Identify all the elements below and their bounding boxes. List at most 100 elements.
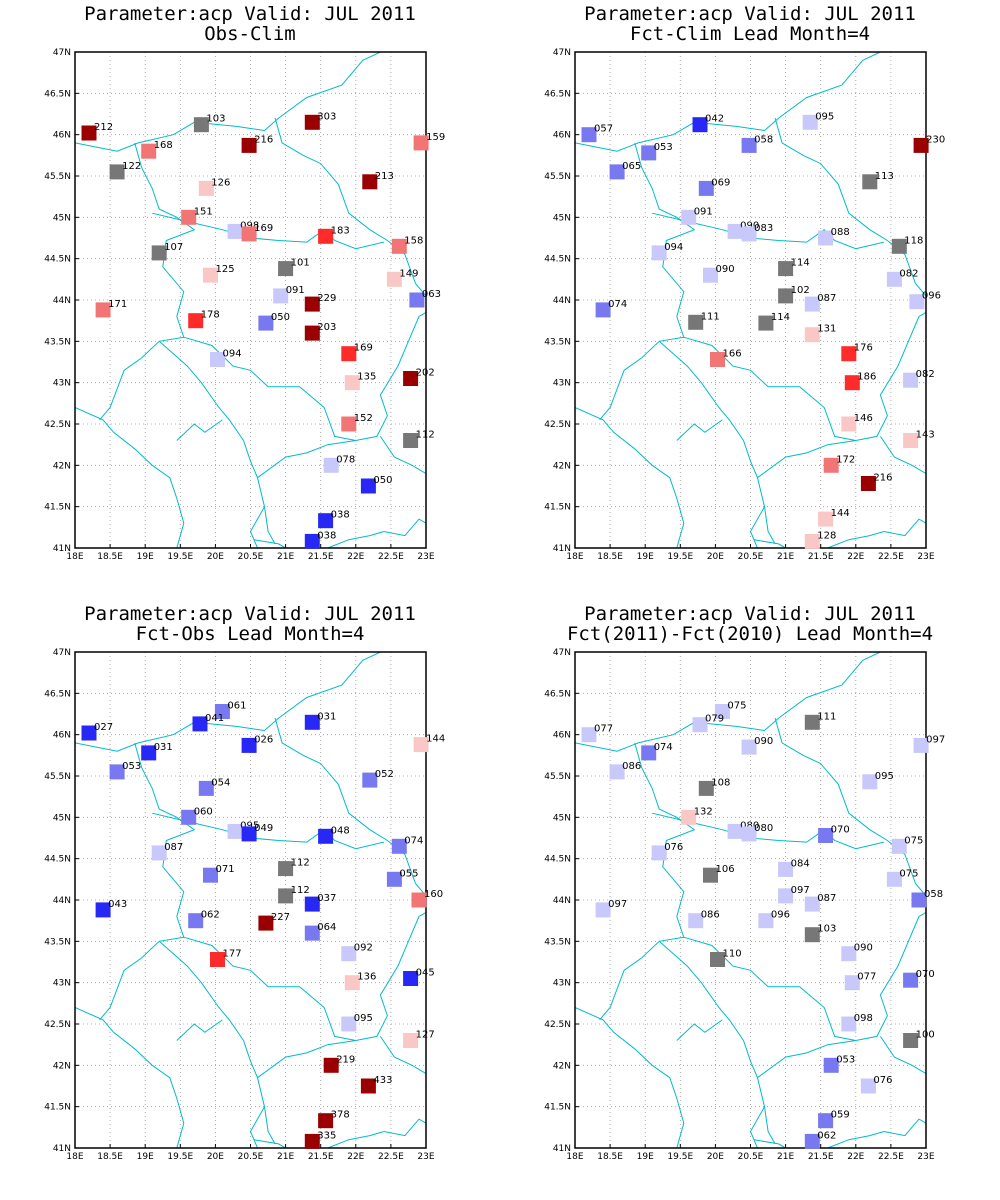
coastlines [75, 652, 426, 1148]
border-line [599, 742, 696, 1021]
y-tick-label: 43.5N [544, 337, 571, 347]
station-marker [804, 327, 820, 343]
station-value-label: 152 [354, 413, 373, 424]
x-tick-label: 22E [347, 552, 364, 562]
station-marker [903, 972, 919, 988]
x-tick-label: 20.5E [238, 1152, 264, 1162]
station-value-label: 112 [291, 858, 310, 869]
station-marker [727, 223, 743, 239]
station-marker [778, 888, 794, 904]
station-marker [241, 226, 257, 242]
station-value-label: 042 [705, 114, 724, 125]
station-marker [891, 838, 907, 854]
station-value-label: 050 [271, 312, 290, 323]
station-value-label: 095 [354, 1013, 373, 1024]
border-line [879, 1036, 926, 1075]
station-value-label: 048 [331, 825, 350, 836]
station-marker [362, 772, 378, 788]
station-marker [651, 845, 667, 861]
station-value-label: 101 [291, 258, 310, 269]
station-value-label: 090 [754, 736, 773, 747]
station-marker [304, 296, 320, 312]
panel-title-line1: Parameter:acp Valid: JUL 2011 [584, 3, 916, 25]
border-line [183, 311, 426, 442]
y-tick-label: 41.5N [44, 1103, 71, 1113]
station-value-label: 144 [831, 508, 850, 519]
station-value-label: 118 [904, 235, 923, 246]
station-value-label: 064 [317, 922, 336, 933]
station-value-label: 107 [164, 242, 183, 253]
x-tick-label: 20.5E [238, 552, 264, 562]
border-line [176, 1019, 223, 1041]
station-value-label: 169 [254, 223, 273, 234]
station-value-label: 090 [854, 943, 873, 954]
border-line [158, 940, 266, 1148]
x-tick-label: 19E [137, 1152, 154, 1162]
station-marker [203, 267, 218, 283]
station-value-label: 433 [373, 1075, 392, 1086]
station-marker [778, 261, 794, 277]
station-marker [227, 823, 243, 839]
y-tick-label: 42N [53, 461, 71, 471]
station-marker [823, 1057, 839, 1073]
station-marker [304, 925, 320, 941]
station-marker [198, 780, 214, 796]
panel-title-line2: Fct-Clim Lead Month=4 [629, 23, 871, 45]
coastlines [575, 652, 926, 1148]
station-value-label: 166 [723, 349, 742, 360]
station-marker [804, 714, 820, 730]
station-marker [862, 774, 878, 790]
station-value-label: 091 [286, 285, 305, 296]
station-value-label: 031 [317, 711, 336, 722]
border-line [75, 407, 185, 548]
panel-title-line1: Parameter:acp Valid: JUL 2011 [584, 603, 916, 625]
station-marker [727, 823, 743, 839]
station-value-label: 075 [904, 835, 923, 846]
x-tick-label: 23E [917, 552, 934, 562]
x-tick-label: 21E [777, 552, 794, 562]
station-marker [860, 476, 876, 491]
y-tick-label: 44.5N [544, 855, 571, 865]
x-tick-label: 20.5E [738, 552, 764, 562]
border-line [676, 1019, 723, 1041]
station-marker [411, 892, 427, 908]
station-value-label: 096 [771, 910, 790, 921]
station-marker [304, 533, 320, 549]
station-value-label: 186 [857, 372, 876, 383]
station-marker [278, 861, 294, 877]
station-marker [841, 1016, 857, 1032]
station-marker [210, 352, 225, 367]
x-tick-label: 23E [417, 1152, 434, 1162]
border-line [658, 940, 766, 1148]
station-marker [609, 764, 625, 780]
station-value-label: 335 [317, 1130, 336, 1141]
x-tick-label: 19.5E [167, 1152, 193, 1162]
station-value-label: 070 [831, 825, 850, 836]
y-tick-label: 43.5N [544, 937, 571, 947]
station-value-label: 108 [711, 777, 730, 788]
station-value-label: 113 [875, 171, 894, 182]
station-marker [413, 135, 429, 151]
x-tick-label: 21E [277, 552, 294, 562]
border-line [652, 812, 885, 850]
grid-lines [75, 652, 426, 1148]
station-value-label: 158 [404, 235, 423, 246]
station-marker [203, 867, 218, 883]
x-tick-label: 18E [66, 1152, 83, 1162]
station-value-label: 172 [836, 454, 855, 465]
station-value-label: 075 [899, 868, 918, 879]
station-marker [778, 861, 794, 877]
y-tick-label: 44N [53, 896, 71, 906]
panel-fct-clim: Parameter:acp Valid: JUL 2011 Fct-Clim L… [500, 0, 1000, 600]
border-line [764, 506, 776, 545]
station-marker [841, 346, 857, 362]
station-marker [227, 223, 243, 239]
x-tick-label: 18E [566, 552, 583, 562]
station-marker [804, 927, 820, 943]
station-value-label: 100 [916, 1030, 935, 1041]
station-marker [188, 313, 204, 329]
grid-lines [75, 52, 426, 548]
station-marker [304, 1133, 320, 1149]
station-marker [81, 125, 97, 141]
